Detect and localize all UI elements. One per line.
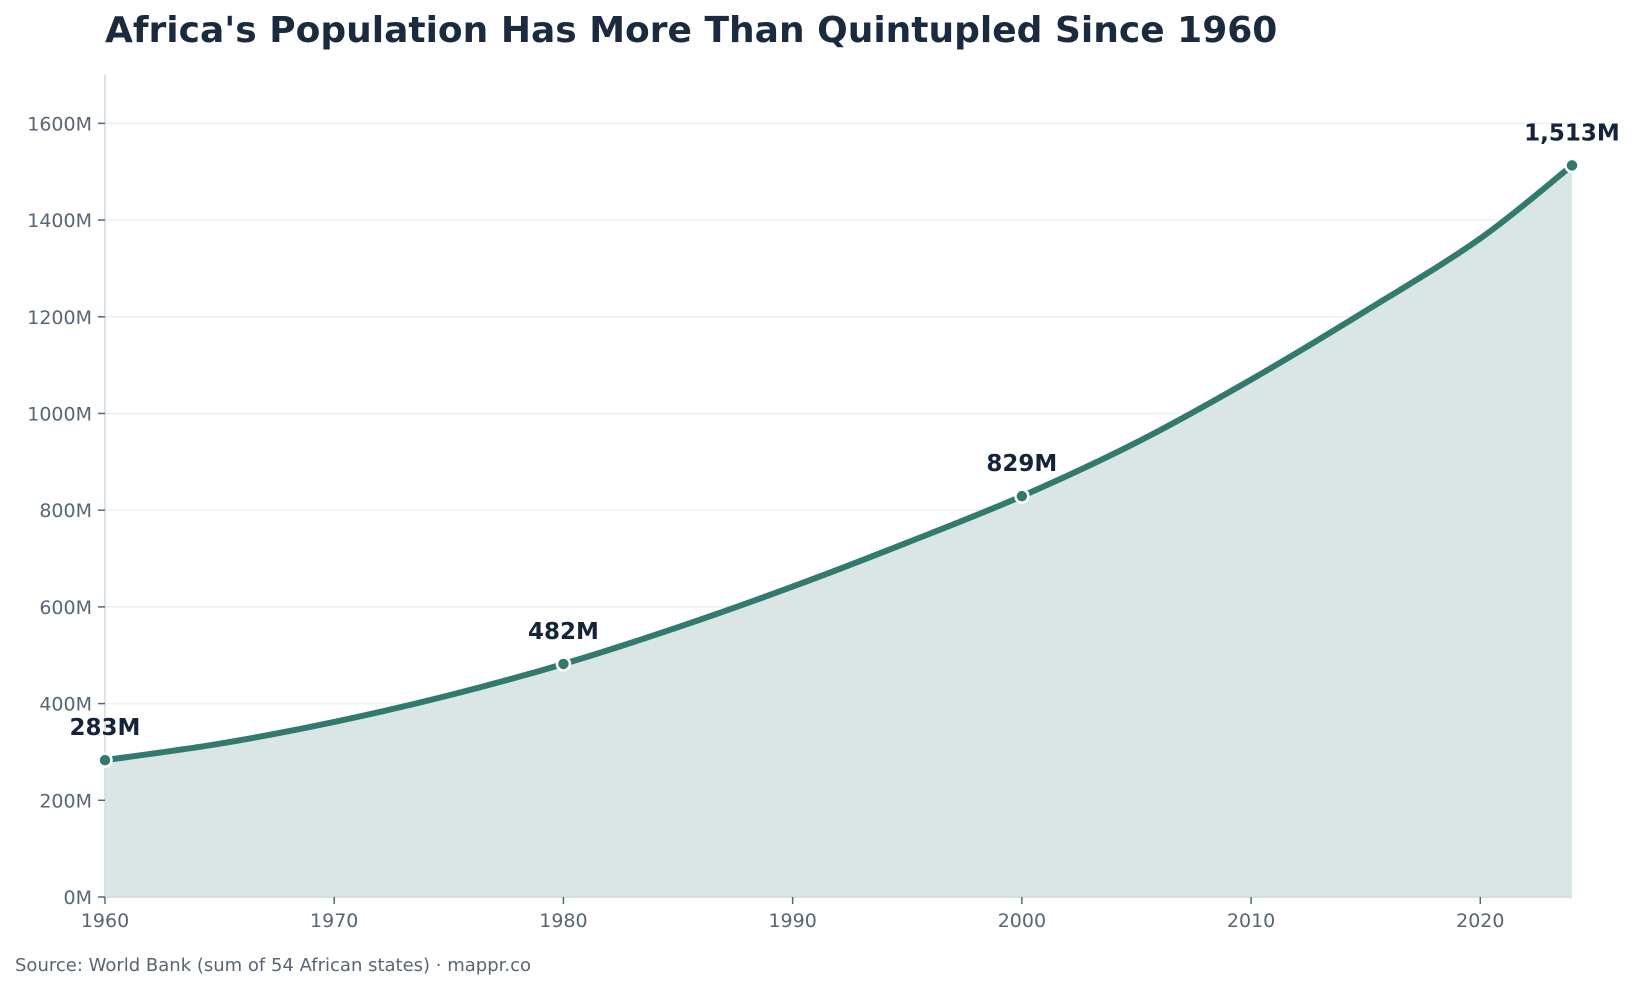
- data-label-1960: 283M: [70, 715, 141, 741]
- data-point-2024: [1564, 157, 1580, 174]
- y-tick-label-1200: 1200M: [27, 307, 92, 329]
- area-fill: [105, 165, 1572, 898]
- data-point-1960: [97, 752, 113, 768]
- y-tick-label-400: 400M: [39, 694, 92, 716]
- x-tick-label-1960: 1960: [81, 910, 129, 932]
- y-tick-label-0: 0M: [64, 887, 92, 909]
- x-tick-label-1980: 1980: [539, 910, 587, 932]
- chart-title: Africa's Population Has More Than Quintu…: [105, 10, 1277, 51]
- data-label-2000: 829M: [986, 451, 1057, 477]
- y-tick-label-200: 200M: [39, 790, 92, 812]
- y-tick-label-1600: 1600M: [27, 113, 92, 135]
- plot-area: [102, 162, 1575, 898]
- axes: 0M 200M 400M 600M 800M 1000M 1200M 1400M 1600M 19…: [27, 75, 1572, 932]
- y-tick-label-1400: 1400M: [27, 210, 92, 232]
- x-tick-label-1970: 1970: [310, 910, 358, 932]
- x-tick-label-2010: 2010: [1227, 910, 1275, 932]
- y-tick-label-1000: 1000M: [27, 403, 92, 425]
- data-point-1980: [555, 656, 572, 672]
- source-note: Source: World Bank (sum of 54 African st…: [15, 955, 531, 976]
- data-point-2000: [1014, 488, 1030, 504]
- population-line: [102, 162, 1575, 764]
- data-label-1980: 482M: [528, 619, 599, 645]
- x-tick-label-2020: 2020: [1456, 910, 1504, 932]
- data-label-2024: 1,513M: [1524, 120, 1620, 146]
- y-tick-label-600: 600M: [39, 597, 92, 619]
- x-tick-label-2000: 2000: [998, 910, 1046, 932]
- data-labels: 283M 482M 829M 1,513M: [70, 120, 1620, 768]
- y-tick-label-800: 800M: [39, 500, 92, 522]
- x-tick-label-1990: 1990: [768, 910, 816, 932]
